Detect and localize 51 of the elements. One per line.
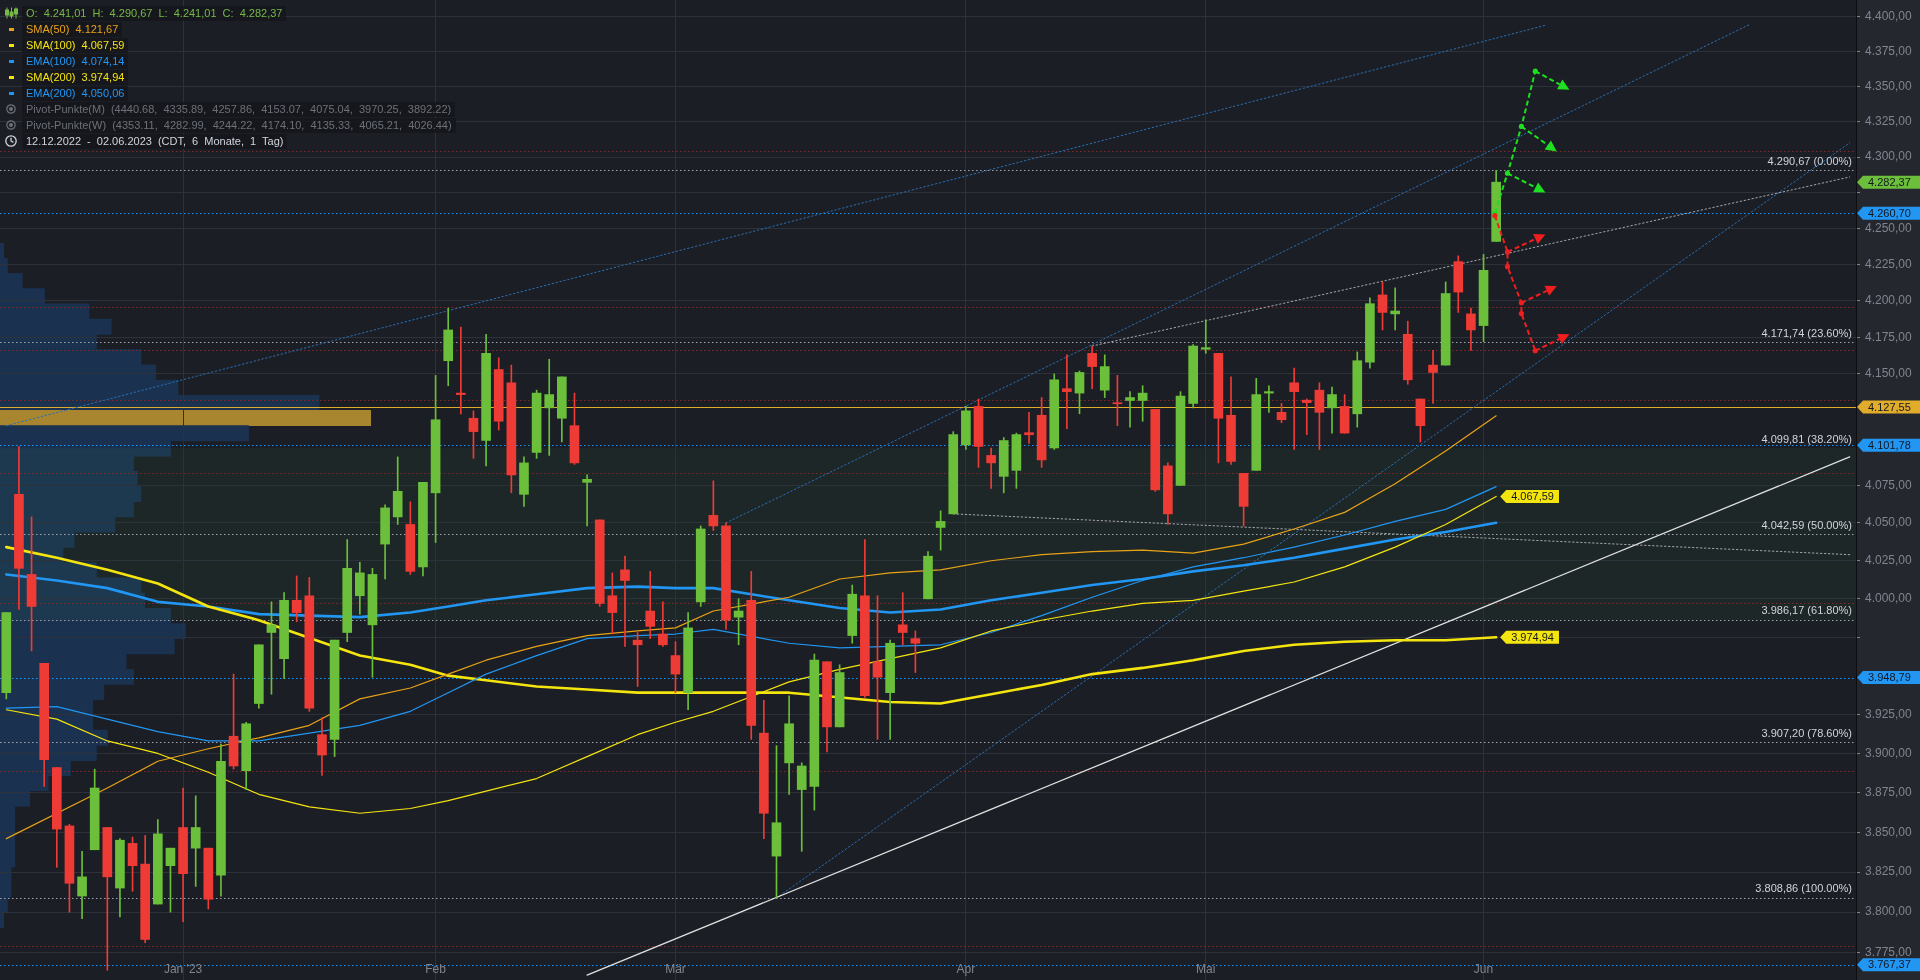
y-tick-label: 3.875,00 — [1865, 785, 1913, 800]
ref-line-label: 3.767,37 — [1868, 958, 1911, 971]
data-label: 4.067,59 — [1511, 489, 1554, 502]
annotation: 4.099,81 (38.20%) — [1761, 432, 1852, 445]
y-tick-label: 4.350,00 — [1865, 78, 1913, 93]
y-tick-label: 4.400,00 — [1865, 8, 1913, 23]
y-tick-label: 4.200,00 — [1865, 293, 1913, 308]
y-tick-label: 4.000,00 — [1865, 591, 1913, 606]
y-tick-label: 4.250,00 — [1865, 220, 1913, 235]
annotation: 4.042,59 (50.00%) — [1761, 518, 1852, 531]
y-tick-label: 4.225,00 — [1865, 256, 1913, 271]
annotation: 4.290,67 (0.00%) — [1767, 154, 1852, 167]
data-label: 3.974,94 — [1511, 630, 1554, 643]
annotation: Pivot-Punkte(W) (4353.11, 4282.99, 4244.22, 4174.10, 4135.33, 4065.21, 4026.44) — [22, 117, 456, 133]
legend-label: SMA(50) 4.121,67 — [22, 21, 123, 37]
annotation: 3.986,17 (61.80%) — [1761, 604, 1852, 617]
annotation: 3.808,86 (100.00%) — [1755, 882, 1852, 895]
y-tick-label: 3.775,00 — [1865, 944, 1913, 959]
ref-line-label: 4.101,78 — [1868, 438, 1911, 451]
y-tick-label: 3.800,00 — [1865, 904, 1913, 919]
ref-line-label: 4.127,55 — [1868, 400, 1911, 413]
text: O: 4.241,01 H: 4.290,67 L: 4.241,01 C: 4.282,37 — [22, 5, 287, 21]
y-tick-label: 4.300,00 — [1865, 149, 1913, 164]
x-tick-label: Apr — [956, 962, 976, 977]
annotation: 3.907,20 (78.60%) — [1761, 726, 1852, 739]
legend-label: SMA(200) 3.974,94 — [22, 69, 129, 85]
legend-label: SMA(100) 4.067,59 — [22, 37, 129, 53]
ref-line-label: 4.260,70 — [1868, 206, 1911, 219]
y-tick-label: 3.900,00 — [1865, 745, 1913, 760]
legend-label: EMA(100) 4.074,14 — [22, 53, 129, 69]
x-tick-label: Mär — [665, 962, 686, 977]
x-tick-label: Jun — [1473, 962, 1494, 977]
y-tick-label: 4.050,00 — [1865, 515, 1913, 530]
y-tick-label: 3.925,00 — [1865, 706, 1913, 721]
annotation: 12.12.2022 - 02.06.2023 (CDT, 6 Monate, 1 Tag) — [22, 133, 288, 149]
ref-line-label: 3.948,79 — [1868, 671, 1911, 684]
y-tick-label: 3.825,00 — [1865, 864, 1913, 879]
legend-label: EMA(200) 4.050,06 — [22, 85, 129, 101]
text: 4.282,37 — [1868, 175, 1911, 188]
y-tick-label: 4.025,00 — [1865, 553, 1913, 568]
x-tick-label: Mai — [1196, 962, 1216, 977]
y-tick-label: 3.850,00 — [1865, 824, 1913, 839]
annotation: 4.171,74 (23.60%) — [1761, 326, 1852, 339]
x-tick-label: Jan '23 — [163, 962, 203, 977]
y-tick-label: 4.175,00 — [1865, 329, 1913, 344]
x-tick-label: Feb — [425, 962, 447, 977]
y-tick-label: 4.075,00 — [1865, 477, 1913, 492]
annotation: Pivot-Punkte(M) (4440.68, 4335.89, 4257.86, 4153.07, 4075.04, 3970.25, 3892.22) — [22, 101, 456, 117]
y-tick-label: 4.375,00 — [1865, 43, 1913, 58]
y-tick-label: 4.150,00 — [1865, 366, 1913, 381]
y-tick-label: 4.325,00 — [1865, 113, 1913, 128]
